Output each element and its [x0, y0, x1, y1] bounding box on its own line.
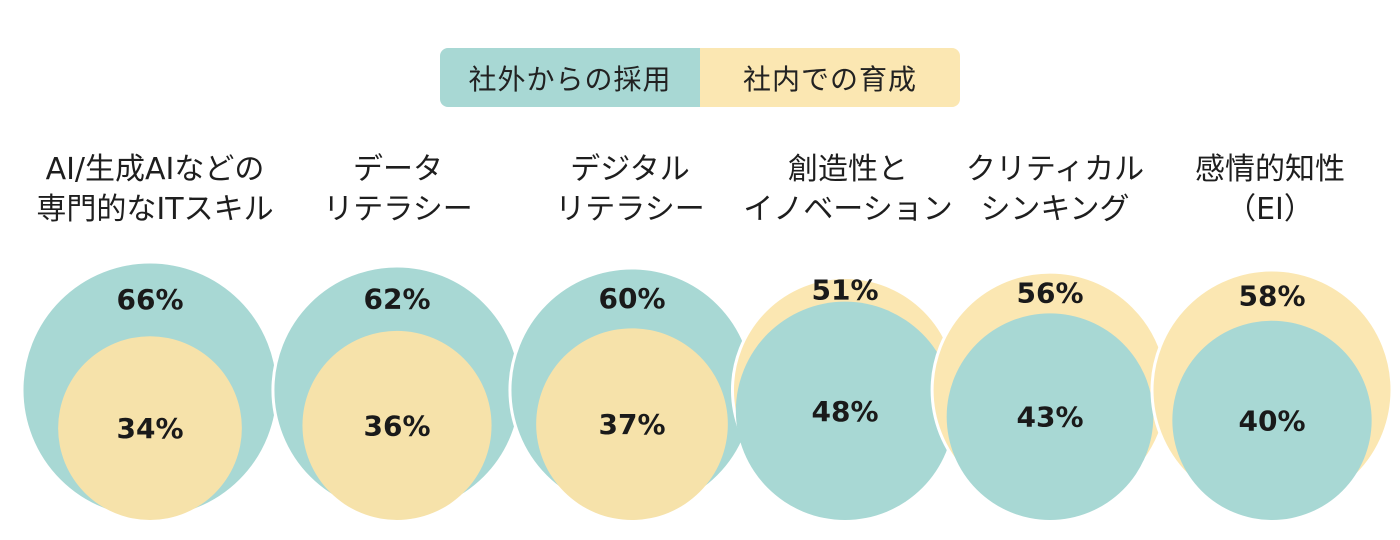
internal-value-label: 56% [1016, 277, 1083, 310]
category-label-ai-skills: AI/生成AIなどの 専門的なITスキル [10, 150, 300, 230]
category-label-line: シンキング [980, 192, 1130, 227]
external-bubble [1172, 320, 1372, 520]
external-bubble [946, 313, 1154, 520]
category-label-emotional-intelligence: 感情的知性 （EI） [1165, 150, 1375, 230]
bubble-group: 60% 37% [508, 266, 756, 520]
category-label-line: リテラシー [323, 192, 473, 227]
category-label-line: 専門的なITスキル [36, 192, 274, 227]
category-label-line: 感情的知性 [1195, 152, 1345, 187]
category-label-digital-literacy: デジタル リテラシー [530, 150, 730, 230]
category-label-line: クリティカル [965, 152, 1145, 187]
legend-external: 社外からの採用 [440, 48, 700, 107]
external-value-label: 48% [811, 395, 878, 428]
external-value-label: 62% [363, 282, 430, 315]
category-label-line: 創造性と [788, 152, 908, 187]
external-value-label: 60% [598, 282, 665, 315]
category-label-line: リテラシー [555, 192, 705, 227]
internal-bubble [302, 330, 492, 520]
external-value-label: 66% [116, 283, 183, 316]
category-label-line: イノベーション [743, 192, 953, 227]
bubble-group: 51% 48% [730, 274, 960, 520]
bubble-group: 62% 36% [271, 264, 523, 520]
external-bubble [735, 301, 955, 520]
legend-internal: 社内での育成 [700, 48, 960, 107]
internal-value-label: 51% [811, 274, 878, 307]
bubble-group: 66% 34% [20, 260, 280, 520]
internal-bubble [536, 328, 728, 520]
category-label-critical-thinking: クリティカル シンキング [950, 150, 1160, 230]
bubble-group: 58% 40% [1150, 268, 1394, 520]
internal-value-label: 37% [598, 408, 665, 441]
bubble-group: 56% 43% [930, 270, 1170, 520]
category-label-line: データ [353, 152, 443, 187]
category-label-creativity: 創造性と イノベーション [738, 150, 958, 230]
category-label-data-literacy: データ リテラシー [298, 150, 498, 230]
legend: 社外からの採用 社内での育成 [440, 48, 960, 107]
internal-value-label: 58% [1238, 279, 1305, 312]
external-value-label: 43% [1016, 401, 1083, 434]
category-label-line: （EI） [1226, 192, 1314, 227]
internal-value-label: 34% [116, 412, 183, 445]
category-label-line: デジタル [570, 152, 690, 187]
internal-value-label: 36% [363, 409, 430, 442]
internal-bubble [58, 336, 242, 520]
category-label-line: AI/生成AIなどの [45, 152, 265, 187]
external-value-label: 40% [1238, 404, 1305, 437]
